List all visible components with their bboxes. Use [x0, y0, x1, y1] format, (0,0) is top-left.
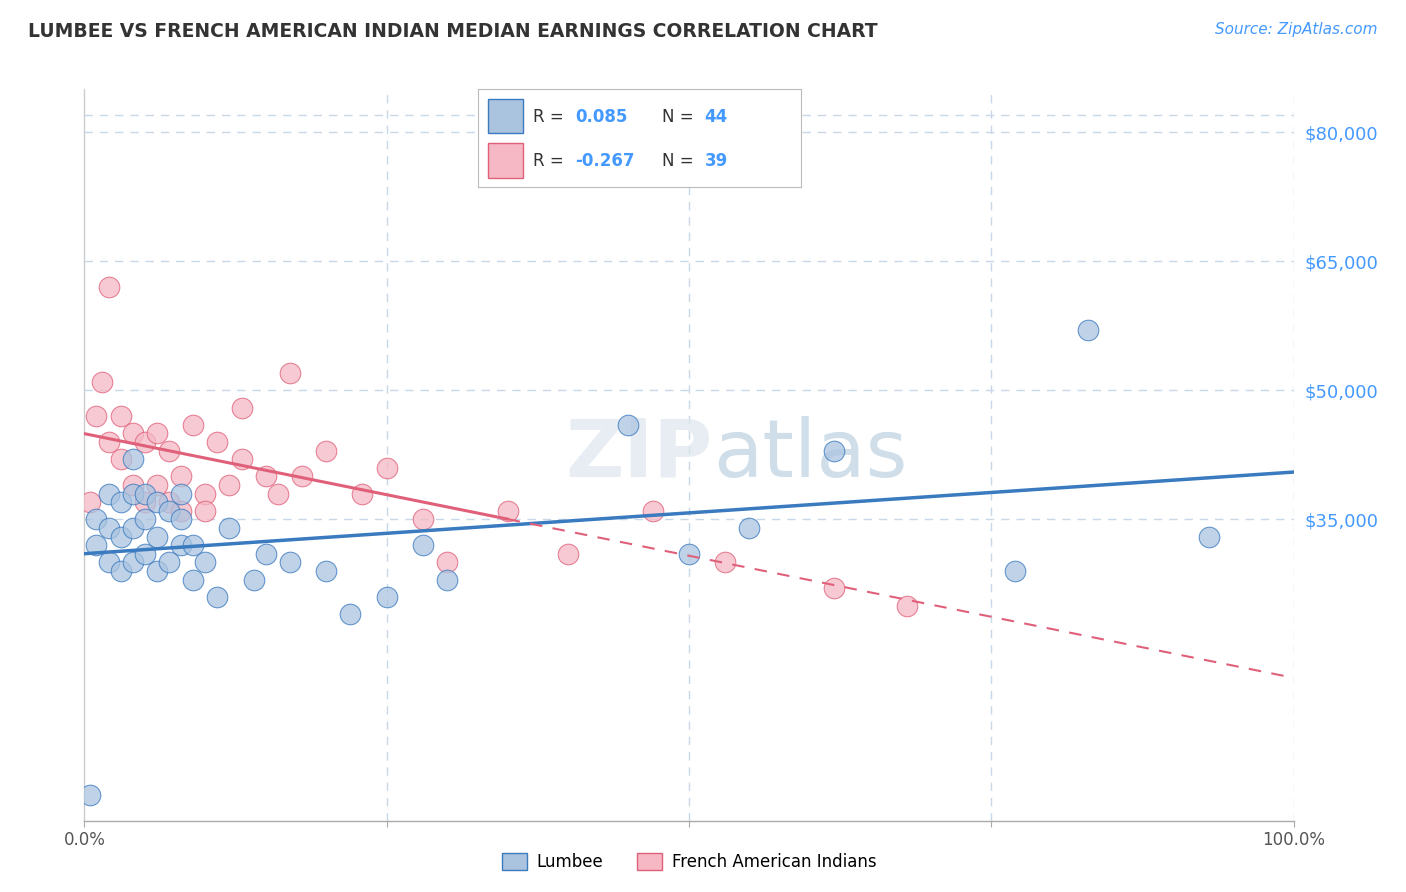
Point: [121, 521, 143, 535]
Point: [496, 504, 519, 518]
Point: [86, 512, 108, 526]
Point: [207, 590, 229, 604]
Point: [146, 495, 169, 509]
Point: [110, 564, 132, 578]
Point: [146, 478, 169, 492]
Text: R =: R =: [533, 152, 569, 169]
Point: [194, 556, 217, 570]
Point: [86, 538, 108, 552]
Point: [436, 556, 458, 570]
Point: [170, 538, 193, 552]
Point: [315, 443, 337, 458]
Point: [617, 417, 640, 432]
Point: [170, 512, 193, 526]
Text: atlas: atlas: [713, 416, 907, 494]
Point: [121, 486, 143, 500]
Point: [218, 478, 240, 492]
Point: [412, 538, 434, 552]
Text: N =: N =: [662, 152, 699, 169]
Point: [375, 590, 398, 604]
Point: [375, 460, 398, 475]
Point: [121, 426, 143, 441]
Point: [121, 478, 143, 492]
Point: [412, 512, 434, 526]
Point: [823, 443, 845, 458]
Point: [436, 573, 458, 587]
Point: [79, 495, 101, 509]
Point: [194, 504, 217, 518]
Point: [86, 409, 108, 424]
Point: [1077, 323, 1099, 337]
Point: [170, 469, 193, 483]
Point: [254, 547, 277, 561]
Point: [714, 556, 737, 570]
Text: Source: ZipAtlas.com: Source: ZipAtlas.com: [1215, 22, 1378, 37]
Text: ZIP: ZIP: [565, 416, 713, 494]
Point: [91, 375, 114, 389]
Point: [134, 486, 156, 500]
Point: [823, 582, 845, 596]
Point: [896, 599, 918, 613]
Point: [97, 556, 120, 570]
Point: [194, 486, 217, 500]
Point: [1198, 530, 1220, 544]
Point: [110, 452, 132, 467]
Point: [254, 469, 277, 483]
Point: [157, 495, 180, 509]
Point: [97, 280, 120, 294]
Text: N =: N =: [662, 108, 699, 126]
Point: [207, 435, 229, 450]
Point: [181, 417, 204, 432]
Point: [1004, 564, 1026, 578]
Point: [315, 564, 337, 578]
Point: [291, 469, 314, 483]
Point: [157, 556, 180, 570]
Point: [97, 486, 120, 500]
Point: [738, 521, 761, 535]
Point: [231, 452, 253, 467]
Text: R =: R =: [533, 108, 569, 126]
Point: [110, 495, 132, 509]
Text: 39: 39: [704, 152, 728, 169]
Point: [134, 512, 156, 526]
Bar: [488, 99, 523, 133]
Point: [641, 504, 664, 518]
Point: [181, 538, 204, 552]
Text: LUMBEE VS FRENCH AMERICAN INDIAN MEDIAN EARNINGS CORRELATION CHART: LUMBEE VS FRENCH AMERICAN INDIAN MEDIAN …: [28, 22, 877, 41]
Point: [678, 547, 700, 561]
Point: [146, 530, 169, 544]
Point: [267, 486, 290, 500]
Point: [157, 443, 180, 458]
Point: [121, 452, 143, 467]
Point: [231, 401, 253, 415]
Point: [218, 521, 240, 535]
Point: [110, 530, 132, 544]
Point: [339, 607, 361, 621]
Point: [110, 409, 132, 424]
Point: [157, 504, 180, 518]
Text: 0.085: 0.085: [575, 108, 627, 126]
Text: -0.267: -0.267: [575, 152, 634, 169]
Point: [242, 573, 264, 587]
Point: [134, 435, 156, 450]
Point: [278, 366, 301, 380]
Point: [352, 486, 374, 500]
Point: [557, 547, 579, 561]
Point: [146, 564, 169, 578]
Text: 44: 44: [704, 108, 728, 126]
Point: [278, 556, 301, 570]
Bar: [488, 143, 523, 178]
Point: [134, 495, 156, 509]
Point: [97, 521, 120, 535]
Point: [170, 504, 193, 518]
Point: [97, 435, 120, 450]
Point: [134, 547, 156, 561]
Point: [121, 556, 143, 570]
Point: [170, 486, 193, 500]
Point: [79, 788, 101, 802]
Point: [181, 573, 204, 587]
Legend: Lumbee, French American Indians: Lumbee, French American Indians: [495, 847, 883, 878]
Point: [146, 426, 169, 441]
